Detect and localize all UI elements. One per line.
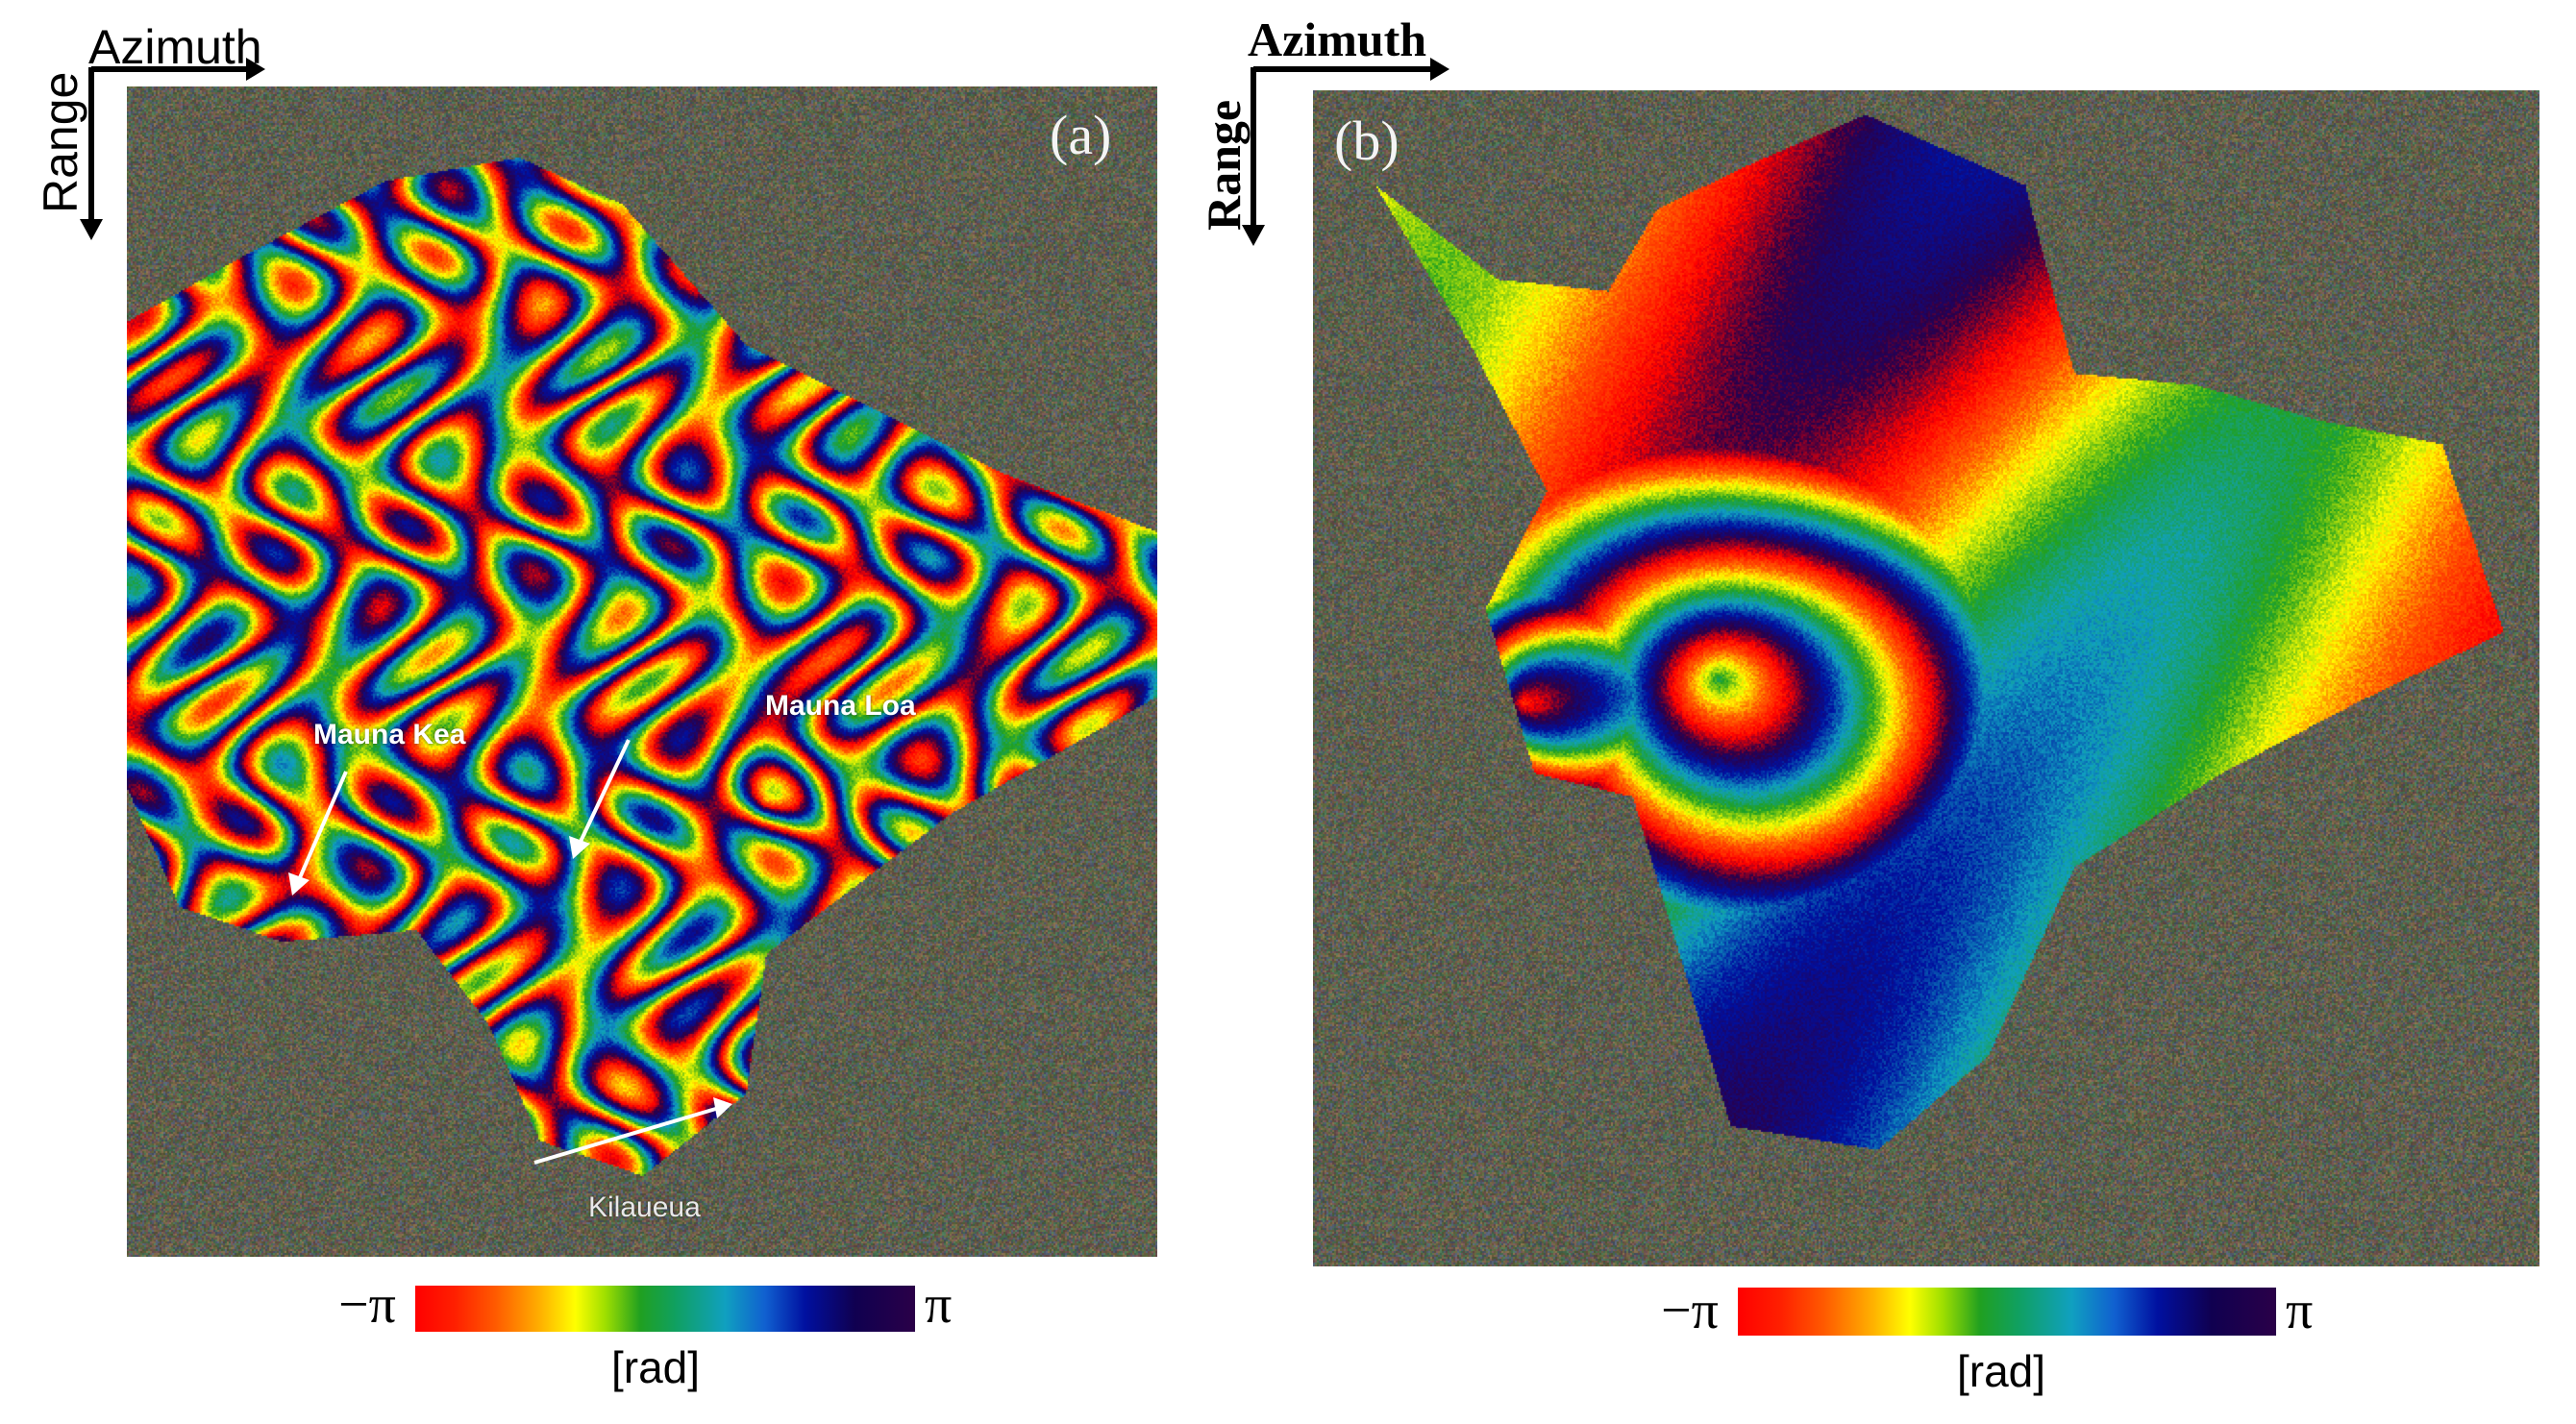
pointer-mauna-kea <box>288 739 732 1165</box>
panel-b-colorbar-unit: [rad] <box>1957 1346 2046 1396</box>
panel-a-colorbar <box>415 1286 915 1332</box>
panel-b-colorbar <box>1738 1288 2276 1336</box>
panel-a-letter: (a) <box>1050 104 1112 166</box>
panel-a-azimuth-label: Azimuth <box>88 20 262 74</box>
panel-b-letter: (b) <box>1334 110 1399 172</box>
panel-a-colorbar-max: π <box>925 1275 953 1335</box>
place-label-mauna-loa: Mauna Loa <box>765 690 916 722</box>
panel-b-colorbar-min: −π <box>1661 1281 1719 1340</box>
panel-a-axis-arrows <box>0 0 288 250</box>
place-label-mauna-kea: Mauna Kea <box>313 719 466 750</box>
panel-a-interferogram: (a) Mauna Kea Mauna Loa Kilaueua <box>127 86 1157 1257</box>
panel-a-colorbar-unit: [rad] <box>611 1342 701 1392</box>
panel-b-image <box>1313 90 2539 1266</box>
panel-b-azimuth-label: Azimuth <box>1248 12 1427 66</box>
panel-b-interferogram: (b) <box>1313 90 2539 1266</box>
panel-a-image <box>127 86 1157 1257</box>
place-label-kilaueua: Kilaueua <box>588 1191 701 1223</box>
panel-b-colorbar-max: π <box>2286 1281 2314 1340</box>
panel-a-colorbar-min: −π <box>338 1275 396 1335</box>
